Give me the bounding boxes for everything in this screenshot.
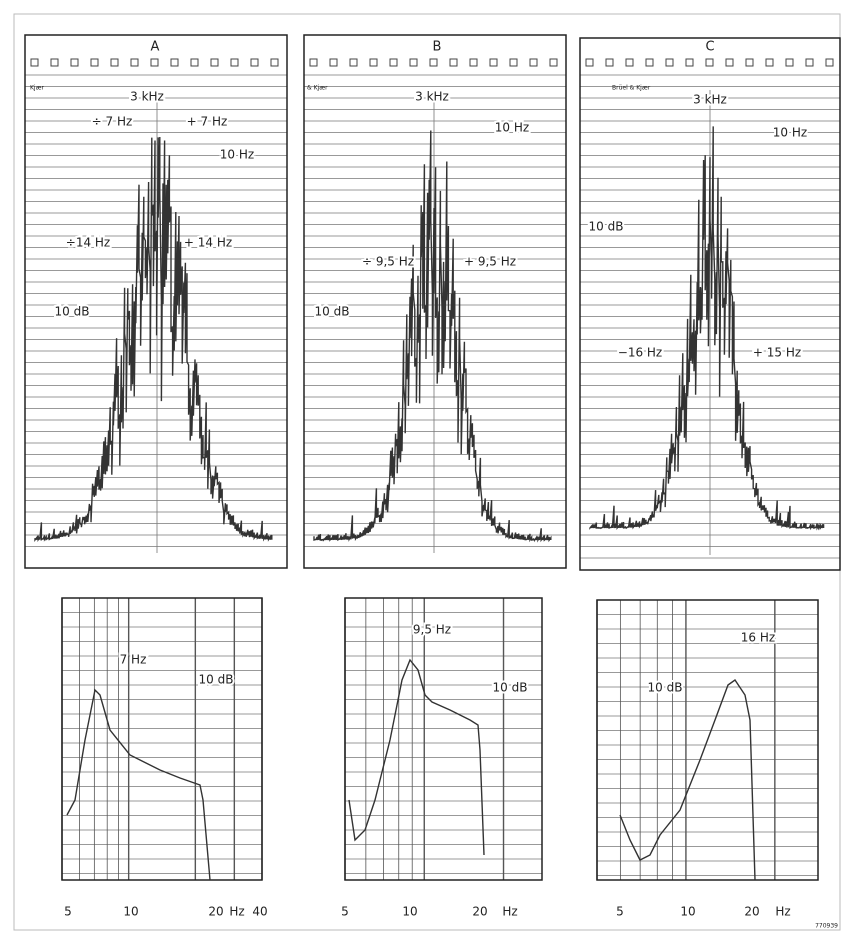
sprocket [645,58,654,67]
annotation: + 9,5 Hz [464,255,516,269]
panel-frame [596,599,819,881]
panel-frame [303,34,567,569]
panel-frame [579,37,841,571]
panel-letter: A [151,40,160,55]
sprocket [349,58,358,67]
sprocket [210,58,219,67]
annotation: 10 Hz [495,121,529,135]
x-label: 5 [64,905,72,919]
x-label: Hz [229,905,244,919]
sprocket [509,58,518,67]
annotation: −16 Hz [618,346,662,360]
annotation: 10 dB [493,681,528,695]
response-curve [66,688,211,881]
annotation: 10 dB [589,220,624,234]
labels: A Kjær 3 kHz ÷ 7 Hz + 7 Hz 10 Hz ÷14 Hz … [30,40,838,930]
annotation: ÷14 Hz [66,236,110,250]
sprocket [705,58,714,67]
brand: Kjær [30,85,44,92]
brand: & Kjær [307,85,328,92]
figure-id: 770939 [815,923,838,930]
response-curve [348,658,485,856]
x-label: 20 [744,905,759,919]
x-label: 10 [402,905,417,919]
annotation: 10 dB [648,681,683,695]
annotation: 3 kHz [415,90,449,104]
sprocket [765,58,774,67]
sprocket [70,58,79,67]
sprocket [250,58,259,67]
sprocket [805,58,814,67]
x-label: 10 [123,905,138,919]
x-label: 5 [341,905,349,919]
annotation: ÷ 9,5 Hz [362,255,414,269]
sprocket [190,58,199,67]
brand: Brüel & Kjær [612,85,651,92]
sprocket [309,58,318,67]
sprocket [369,58,378,67]
sprocket [110,58,119,67]
annotation: 10 Hz [220,148,254,162]
sprocket [429,58,438,67]
x-label: 5 [616,905,624,919]
traces [34,126,825,881]
sprocket [585,58,594,67]
panel-frame [61,597,263,881]
sprocket [605,58,614,67]
annotation: ÷ 7 Hz [92,115,133,129]
sprocket [529,58,538,67]
spectrum-trace [34,136,273,543]
sprocket [489,58,498,67]
annotation: 16 Hz [741,631,775,645]
sprocket [549,58,558,67]
sprocket [30,58,39,67]
sprocket [685,58,694,67]
annotation: 7 Hz [120,653,147,667]
annotation: + 14 Hz [184,236,232,250]
annotation: 10 dB [199,673,234,687]
sprocket [50,58,59,67]
sprocket [329,58,338,67]
annotation: 10 dB [315,305,350,319]
sprocket [270,58,279,67]
sprocket [409,58,418,67]
annotation: + 7 Hz [187,115,228,129]
annotation: 3 kHz [693,93,727,107]
annotation: 10 Hz [773,126,807,140]
panel-letter: C [705,40,714,55]
panel-frame [24,34,288,569]
x-label: 40 [252,905,267,919]
annotation: 9,5 Hz [413,623,451,637]
sprocket [130,58,139,67]
annotation: + 15 Hz [753,346,801,360]
sprocket [625,58,634,67]
response-curve [619,679,756,881]
sprocket [150,58,159,67]
x-label: 20 [208,905,223,919]
sprocket [90,58,99,67]
sprocket [469,58,478,67]
sprocket [785,58,794,67]
sprocket [170,58,179,67]
outer-border [13,13,841,931]
spectrum-trace [589,126,825,531]
spectrum-trace [313,130,552,543]
x-label: 10 [680,905,695,919]
sprocket [745,58,754,67]
sprocket [230,58,239,67]
sprocket [449,58,458,67]
sprocket [825,58,834,67]
x-label: Hz [775,905,790,919]
annotation: 10 dB [55,305,90,319]
sprocket [389,58,398,67]
sprocket [725,58,734,67]
sprocket [665,58,674,67]
annotation: 3 kHz [130,90,164,104]
panel-letter: B [433,40,442,55]
x-label: 20 [472,905,487,919]
panel-frame [344,597,543,881]
x-label: Hz [502,905,517,919]
